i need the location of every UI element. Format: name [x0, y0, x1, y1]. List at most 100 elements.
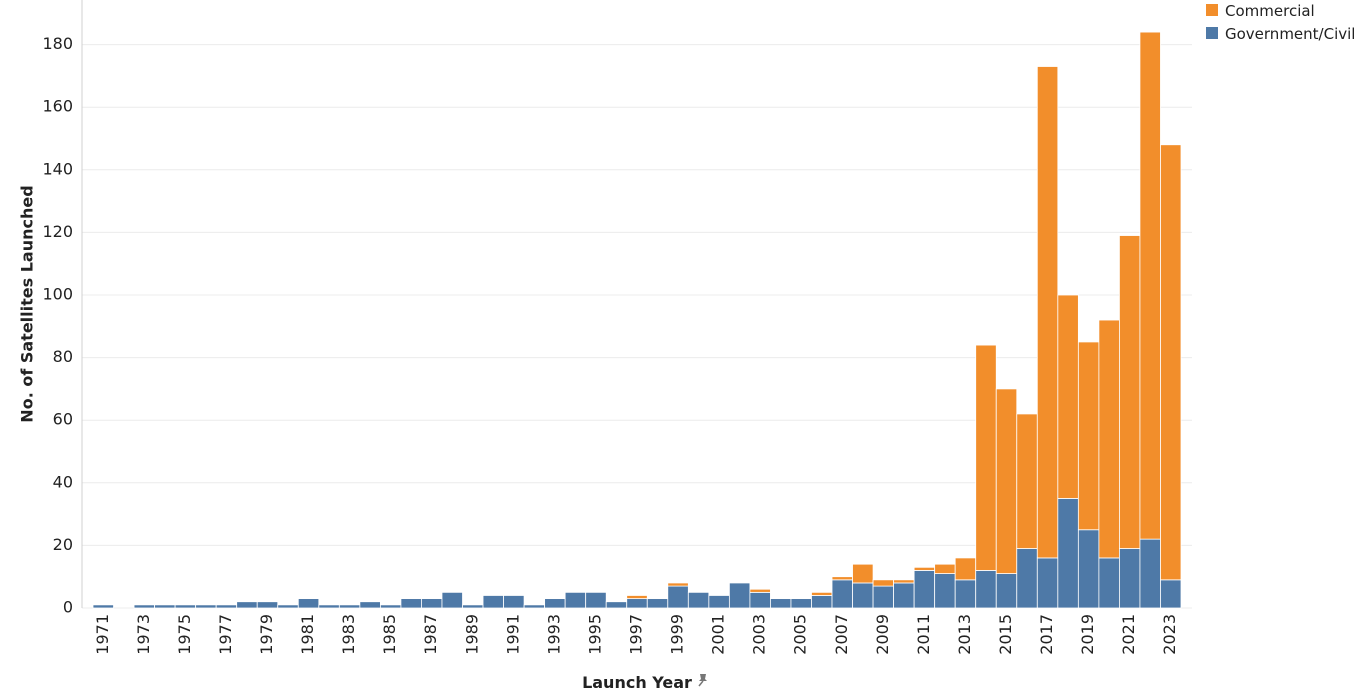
bar-government-civil-1971[interactable] [92, 604, 114, 609]
bar-government-civil-2012[interactable] [934, 573, 956, 609]
bar-government-civil-1978[interactable] [236, 601, 258, 609]
legend-item-government-civil[interactable]: Government/Civil [1206, 25, 1355, 43]
bar-commercial-2003[interactable] [749, 588, 771, 593]
bar-government-civil-1989[interactable] [462, 604, 484, 609]
legend-swatch-government-civil [1206, 27, 1218, 39]
bar-government-civil-2014[interactable] [975, 570, 997, 609]
bar-commercial-1997[interactable] [626, 595, 648, 600]
bar-commercial-2011[interactable] [913, 566, 936, 571]
y-tick-label-180: 180 [42, 34, 73, 53]
bar-commercial-2007[interactable] [831, 576, 853, 581]
bar-government-civil-1977[interactable] [215, 604, 238, 609]
bar-commercial-2015[interactable] [995, 388, 1018, 574]
y-tick-label-0: 0 [63, 598, 73, 617]
x-tick-label-1975: 1975 [175, 614, 194, 655]
x-tick-label-2023: 2023 [1160, 614, 1179, 655]
bar-government-civil-1987[interactable] [421, 598, 443, 609]
x-tick-label-2021: 2021 [1119, 614, 1138, 655]
bar-government-civil-1999[interactable] [667, 585, 689, 609]
legend-label-commercial: Commercial [1225, 2, 1315, 20]
bar-government-civil-1986[interactable] [400, 598, 422, 609]
bar-government-civil-1976[interactable] [195, 604, 217, 609]
pin-icon[interactable] [698, 674, 707, 687]
bar-commercial-2016[interactable] [1016, 413, 1038, 549]
x-tick-label-1973: 1973 [134, 614, 153, 655]
x-tick-label-1985: 1985 [380, 614, 399, 655]
bar-government-civil-1973[interactable] [133, 604, 155, 609]
bar-government-civil-1990[interactable] [482, 595, 504, 609]
bar-commercial-2023[interactable] [1160, 144, 1182, 581]
legend-swatch-commercial [1206, 4, 1218, 16]
bar-government-civil-1997[interactable] [626, 598, 648, 609]
y-axis-title: No. of Satellites Launched [18, 185, 37, 422]
bar-commercial-2018[interactable] [1057, 294, 1079, 499]
bar-government-civil-1996[interactable] [605, 601, 628, 609]
x-axis-title: Launch Year [582, 673, 692, 692]
bar-government-civil-1991[interactable] [503, 595, 525, 609]
y-tick-label-160: 160 [42, 97, 73, 116]
x-tick-label-1971: 1971 [93, 614, 112, 655]
y-tick-label-140: 140 [42, 159, 73, 178]
x-tick-label-1991: 1991 [503, 614, 522, 655]
legend: Commercial Government/Civil [1206, 2, 1355, 43]
bar-commercial-2014[interactable] [975, 344, 997, 571]
y-tick-label-20: 20 [53, 535, 73, 554]
bar-commercial-2012[interactable] [934, 563, 956, 574]
bar-government-civil-1984[interactable] [359, 601, 381, 609]
bar-government-civil-2005[interactable] [790, 598, 812, 609]
bar-commercial-2008[interactable] [852, 563, 874, 584]
bar-government-civil-2015[interactable] [995, 573, 1018, 609]
bar-government-civil-2023[interactable] [1160, 579, 1182, 609]
y-tick-label-60: 60 [53, 410, 73, 429]
bar-government-civil-2011[interactable] [913, 570, 936, 609]
bar-commercial-2010[interactable] [893, 579, 915, 584]
bar-government-civil-2018[interactable] [1057, 498, 1079, 609]
bar-government-civil-2010[interactable] [893, 582, 915, 609]
bar-government-civil-2009[interactable] [872, 585, 895, 609]
x-tick-label-2001: 2001 [709, 614, 728, 655]
bar-commercial-2013[interactable] [954, 557, 977, 581]
bar-government-civil-2003[interactable] [749, 591, 771, 609]
bar-government-civil-1995[interactable] [585, 591, 607, 609]
bar-commercial-2009[interactable] [872, 579, 895, 587]
bar-government-civil-1975[interactable] [174, 604, 197, 609]
bar-government-civil-2002[interactable] [728, 582, 751, 609]
bar-government-civil-1974[interactable] [154, 604, 176, 609]
bar-government-civil-1998[interactable] [646, 598, 669, 609]
x-axis-ticks: 1971 1973 1975 1977 1979 1981 1983 1985 1987 1989… [93, 614, 1179, 655]
bar-government-civil-2019[interactable] [1077, 529, 1100, 609]
bar-commercial-2006[interactable] [811, 591, 833, 596]
bar-government-civil-2004[interactable] [770, 598, 792, 609]
y-tick-label-80: 80 [53, 347, 73, 366]
bar-government-civil-2000[interactable] [687, 591, 710, 609]
bar-government-civil-2006[interactable] [811, 595, 833, 609]
bar-government-civil-1981[interactable] [297, 598, 320, 609]
bar-commercial-2022[interactable] [1139, 31, 1161, 540]
bar-government-civil-1988[interactable] [441, 591, 463, 609]
bar-government-civil-1980[interactable] [277, 604, 299, 609]
bar-commercial-2019[interactable] [1077, 341, 1100, 531]
bar-commercial-2017[interactable] [1036, 66, 1059, 559]
bar-government-civil-1994[interactable] [564, 591, 587, 609]
bar-commercial-1999[interactable] [667, 582, 689, 587]
bar-government-civil-2001[interactable] [708, 595, 730, 609]
bar-government-civil-2021[interactable] [1119, 548, 1141, 609]
bar-government-civil-1982[interactable] [318, 604, 340, 609]
bar-commercial-2020[interactable] [1098, 319, 1120, 559]
y-tick-label-100: 100 [42, 285, 73, 304]
bar-commercial-2021[interactable] [1119, 235, 1141, 549]
bar-government-civil-2007[interactable] [831, 579, 853, 609]
bar-government-civil-1983[interactable] [338, 604, 361, 609]
y-axis-ticks: 0 20 40 60 80 100 120 140 160 180 [42, 34, 73, 616]
bar-government-civil-2017[interactable] [1036, 557, 1059, 609]
bar-government-civil-1985[interactable] [379, 604, 402, 609]
bar-government-civil-2016[interactable] [1016, 548, 1038, 609]
bar-government-civil-2013[interactable] [954, 579, 977, 609]
bar-government-civil-1992[interactable] [523, 604, 546, 609]
bar-government-civil-1993[interactable] [544, 598, 566, 609]
legend-item-commercial[interactable]: Commercial [1206, 2, 1315, 20]
bar-government-civil-2022[interactable] [1139, 538, 1161, 609]
bar-government-civil-2008[interactable] [852, 582, 874, 609]
bar-government-civil-2020[interactable] [1098, 557, 1120, 609]
bar-government-civil-1979[interactable] [256, 601, 279, 609]
